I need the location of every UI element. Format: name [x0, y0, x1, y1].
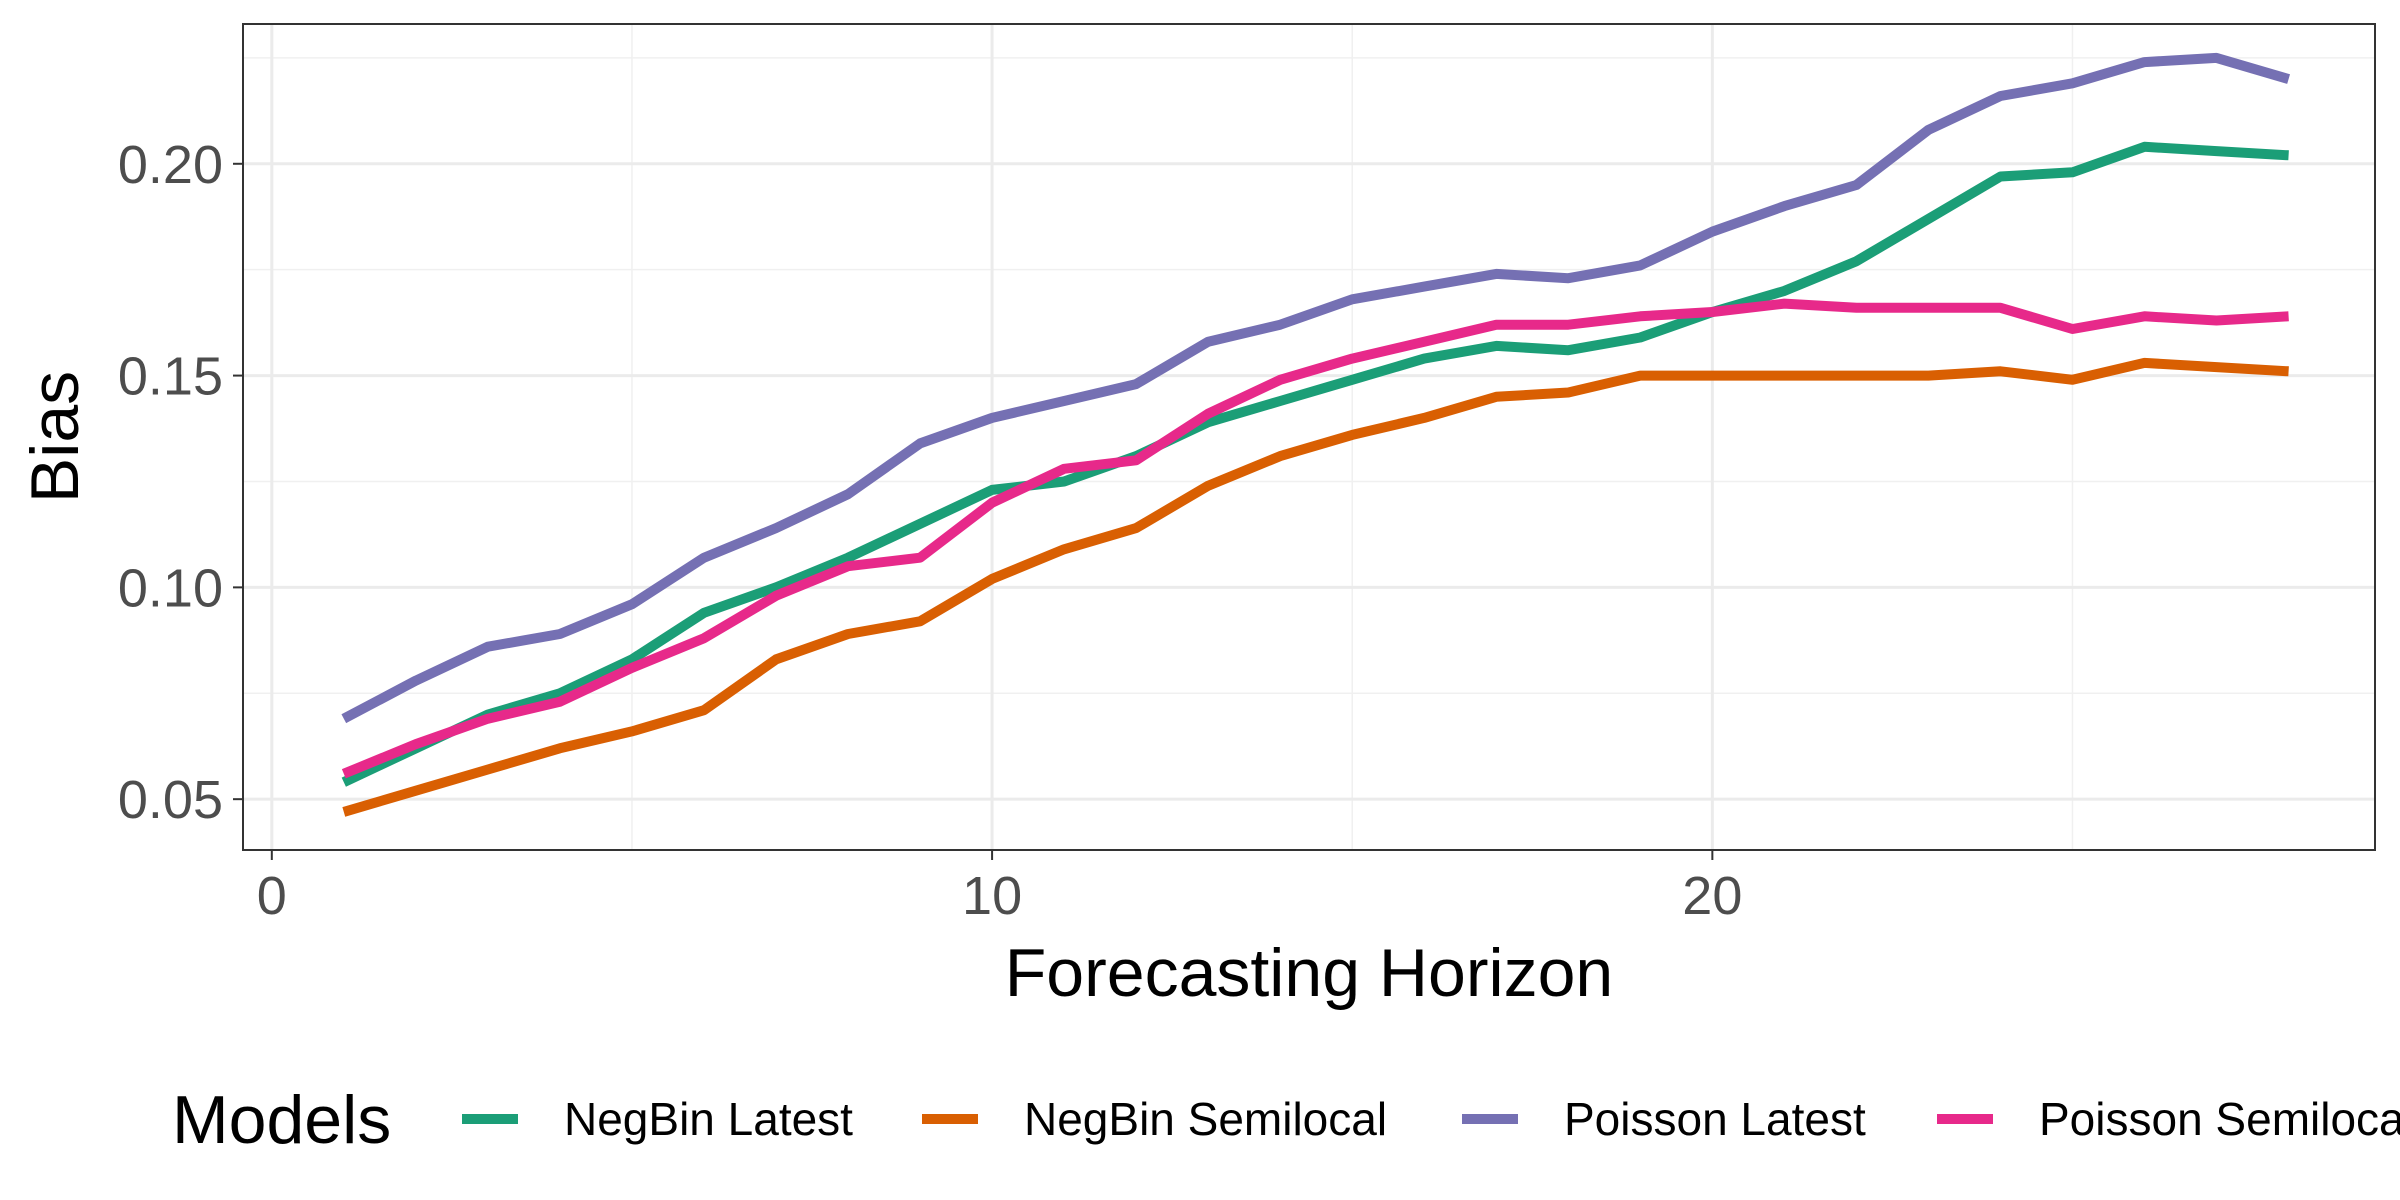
legend: Models NegBin Latest NegBin Semilocal Pois… — [172, 1082, 2400, 1158]
series-lines — [341, 52, 2291, 817]
grid-minor — [243, 24, 2375, 850]
series-line-negbin-latest — [341, 141, 2289, 787]
legend-label-poisson-semilocal: Poisson Semilocal — [2039, 1093, 2400, 1145]
series-line-poisson-latest — [341, 52, 2291, 724]
y-tick-label: 0.10 — [118, 558, 223, 618]
x-tick-label: 20 — [1682, 866, 1742, 926]
x-tick-label: 0 — [257, 866, 287, 926]
y-axis-title: Bias — [17, 371, 93, 503]
x-tick-label: 10 — [962, 866, 1022, 926]
y-tick-label: 0.20 — [118, 135, 223, 195]
legend-label-poisson-latest: Poisson Latest — [1564, 1093, 1866, 1145]
y-tick-label: 0.05 — [118, 770, 223, 830]
y-axis-ticks: 0.05 0.10 0.15 0.20 — [118, 135, 243, 830]
panel-border — [242, 23, 2376, 851]
series-line-poisson-semilocal — [341, 298, 2289, 779]
x-axis-title: Forecasting Horizon — [1005, 935, 1613, 1011]
legend-items: NegBin Latest NegBin Semilocal Poisson Lat… — [462, 1093, 2400, 1145]
legend-label-negbin-semilocal: NegBin Semilocal — [1024, 1093, 1387, 1145]
legend-title: Models — [172, 1082, 391, 1158]
legend-label-negbin-latest: NegBin Latest — [564, 1093, 853, 1145]
y-tick-label: 0.15 — [118, 347, 223, 407]
series-line-negbin-semilocal — [342, 357, 2289, 817]
x-axis-ticks: 0 10 20 — [257, 850, 1742, 926]
